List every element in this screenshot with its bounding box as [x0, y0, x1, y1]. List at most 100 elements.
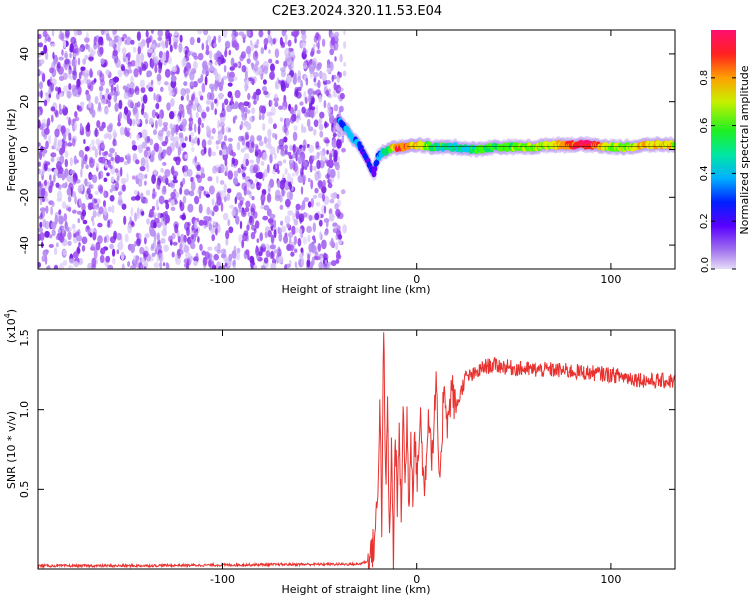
- noise-point: [60, 125, 66, 134]
- noise-point: [228, 204, 235, 209]
- noise-point: [242, 37, 246, 44]
- noise-point: [209, 65, 215, 72]
- noise-point: [202, 256, 208, 266]
- noise-point: [217, 35, 222, 43]
- noise-point: [177, 235, 181, 244]
- noise-point: [224, 158, 228, 167]
- noise-point: [201, 250, 207, 256]
- noise-point: [337, 249, 341, 259]
- y-tick-label: 0: [18, 146, 31, 153]
- noise-point: [233, 170, 239, 178]
- noise-point: [274, 101, 279, 108]
- noise-point: [91, 145, 96, 151]
- noise-point: [259, 105, 264, 113]
- noise-point: [145, 146, 150, 151]
- noise-point: [195, 174, 201, 179]
- spectrogram-panel: -100 0 100 -40 -20 0 20 40 Height of straight …: [5, 29, 676, 296]
- noise-point: [281, 225, 287, 233]
- noise-point: [184, 136, 188, 142]
- noise-point: [156, 199, 159, 208]
- noise-point: [324, 139, 330, 144]
- noise-point: [280, 220, 284, 226]
- noise-point: [201, 69, 205, 75]
- noise-point: [124, 233, 129, 243]
- x-tick-label: 100: [600, 273, 621, 286]
- noise-point: [266, 137, 270, 143]
- noise-point: [332, 227, 339, 234]
- noise-point: [88, 193, 93, 200]
- noise-point: [74, 111, 78, 118]
- noise-point: [307, 234, 311, 243]
- noise-point: [64, 58, 70, 65]
- noise-point: [105, 108, 109, 114]
- noise-point: [270, 262, 277, 269]
- noise-point: [83, 155, 88, 165]
- noise-point: [139, 79, 145, 88]
- noise-point: [99, 254, 105, 264]
- noise-point: [116, 249, 120, 255]
- noise-point: [121, 263, 125, 269]
- noise-point: [194, 195, 200, 205]
- noise-point: [190, 176, 194, 183]
- noise-point: [85, 164, 89, 170]
- noise-point: [100, 30, 105, 36]
- noise-point: [206, 92, 212, 101]
- noise-point: [162, 186, 166, 192]
- noise-point: [117, 241, 124, 251]
- noise-point: [247, 92, 251, 101]
- noise-point: [198, 219, 205, 226]
- noise-point: [153, 243, 157, 249]
- noise-point: [318, 123, 324, 131]
- noise-point: [269, 99, 273, 107]
- noise-point: [194, 155, 197, 163]
- noise-point: [291, 225, 296, 235]
- noise-point: [106, 33, 110, 41]
- noise-point: [122, 85, 127, 90]
- noise-point: [81, 69, 85, 77]
- y-tick-label: -40: [18, 236, 31, 254]
- noise-point: [49, 67, 54, 74]
- noise-point: [285, 198, 291, 208]
- noise-point: [133, 260, 140, 268]
- noise-point: [228, 143, 233, 151]
- noise-point: [308, 126, 314, 132]
- noise-point: [301, 174, 307, 183]
- noise-point: [58, 92, 64, 98]
- noise-point: [183, 234, 187, 244]
- noise-point: [160, 167, 164, 173]
- noise-point: [86, 79, 92, 86]
- noise-point: [339, 105, 344, 113]
- noise-point: [67, 231, 72, 241]
- noise-point: [269, 251, 275, 260]
- noise-point: [223, 65, 227, 73]
- noise-point: [222, 30, 228, 38]
- noise-point: [337, 87, 344, 92]
- noise-point: [192, 94, 195, 100]
- noise-point: [306, 259, 311, 268]
- noise-point: [287, 151, 292, 156]
- noise-point: [246, 122, 252, 131]
- noise-point: [153, 221, 157, 229]
- noise-point: [106, 172, 110, 177]
- noise-point: [165, 202, 170, 210]
- noise-point: [109, 147, 115, 154]
- noise-point: [134, 212, 138, 222]
- noise-point: [135, 159, 140, 165]
- noise-point: [104, 159, 108, 169]
- noise-point: [92, 158, 96, 164]
- snr-series-line: [38, 332, 675, 569]
- noise-point: [297, 156, 303, 165]
- noise-point: [93, 36, 97, 46]
- noise-point: [233, 177, 238, 185]
- noise-point: [286, 74, 292, 84]
- noise-point: [174, 136, 179, 143]
- noise-point: [183, 244, 190, 253]
- noise-point: [92, 210, 97, 218]
- noise-point: [330, 36, 336, 46]
- noise-point: [51, 229, 56, 237]
- noise-point: [215, 227, 218, 236]
- noise-point: [189, 190, 195, 197]
- noise-point: [256, 238, 260, 244]
- noise-point: [47, 264, 51, 269]
- noise-point: [323, 100, 327, 109]
